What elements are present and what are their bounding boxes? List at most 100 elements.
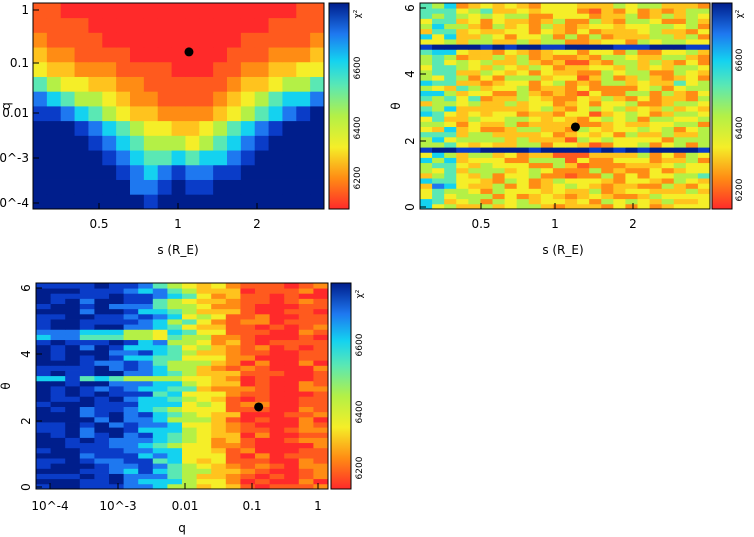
- heatmap-cell: [528, 44, 542, 50]
- heatmap-cell: [625, 69, 638, 76]
- heatmap-cell: [504, 147, 518, 153]
- heatmap-cell: [240, 375, 256, 382]
- heatmap-cell: [565, 188, 578, 194]
- heatmap-cell: [143, 17, 159, 33]
- heatmap-cell: [60, 91, 75, 107]
- heatmap-cell: [65, 349, 81, 356]
- heatmap-cell: [240, 32, 256, 48]
- colorbar-label: χ²: [735, 9, 745, 18]
- heatmap-cell: [284, 396, 300, 402]
- heatmap-cell: [673, 162, 687, 169]
- heatmap-cell: [102, 194, 117, 210]
- y-tick-label: 0: [403, 203, 417, 211]
- heatmap-cell: [94, 452, 110, 459]
- heatmap-cell: [60, 32, 75, 48]
- heatmap-cell: [36, 427, 51, 433]
- heatmap-cell: [673, 172, 687, 179]
- heatmap-cell: [649, 172, 663, 179]
- heatmap-cell: [504, 3, 518, 9]
- heatmap-cell: [492, 126, 505, 133]
- heatmap-cell: [254, 150, 269, 166]
- heatmap-cell: [94, 432, 110, 438]
- heatmap-cell: [313, 463, 329, 469]
- heatmap-cell: [673, 28, 687, 35]
- heatmap-cell: [625, 13, 638, 19]
- heatmap-cell: [65, 293, 81, 299]
- heatmap-cell: [240, 324, 256, 330]
- heatmap-cell: [182, 298, 197, 304]
- heatmap-cell: [697, 23, 711, 30]
- heatmap-cell: [211, 298, 227, 304]
- heatmap-cell: [211, 349, 227, 356]
- heatmap-cell: [697, 54, 711, 61]
- heatmap-cell: [182, 360, 197, 366]
- heatmap-cell: [504, 18, 518, 24]
- heatmap-cell: [504, 75, 518, 81]
- heatmap-cell: [468, 131, 481, 138]
- heatmap-cell: [420, 142, 433, 148]
- heatmap-cell: [492, 95, 505, 102]
- heatmap-cell: [138, 432, 154, 438]
- heatmap-cell: [313, 360, 329, 366]
- heatmap-cell: [50, 283, 66, 289]
- heatmap-cell: [152, 442, 168, 449]
- heatmap-cell: [240, 179, 256, 195]
- heatmap-cell: [36, 380, 51, 387]
- heatmap-cell: [254, 120, 269, 136]
- heatmap-cell: [625, 8, 638, 14]
- heatmap-cell: [420, 121, 433, 127]
- heatmap-cell: [565, 69, 578, 76]
- heatmap-cell: [240, 120, 256, 136]
- heatmap-cell: [552, 147, 566, 153]
- heatmap-cell: [613, 203, 626, 210]
- heatmap-cell: [36, 344, 51, 351]
- heatmap-cell: [565, 8, 578, 14]
- heatmap-cell: [589, 131, 602, 138]
- heatmap-cell: [673, 183, 687, 189]
- heatmap-cell: [589, 152, 602, 158]
- heatmap-cell: [432, 39, 445, 45]
- heatmap-cell: [313, 473, 329, 480]
- heatmap-cell: [540, 49, 554, 55]
- heatmap-cell: [282, 91, 297, 107]
- heatmap-cell: [94, 349, 110, 356]
- heatmap-cell: [284, 473, 300, 480]
- heatmap-cell: [528, 142, 542, 148]
- heatmap-cell: [225, 365, 241, 371]
- heatmap-cell: [589, 90, 602, 97]
- heatmap-cell: [94, 329, 110, 335]
- heatmap-cell: [196, 432, 212, 438]
- heatmap-cell: [589, 172, 602, 179]
- heatmap-cell: [577, 13, 590, 19]
- heatmap-cell: [167, 411, 183, 418]
- heatmap-cell: [182, 427, 197, 433]
- heatmap-cell: [65, 483, 81, 490]
- heatmap-cell: [552, 90, 566, 97]
- heatmap-cell: [255, 313, 270, 320]
- heatmap-cell: [79, 396, 95, 402]
- heatmap-cell: [673, 13, 687, 19]
- heatmap-cell: [167, 313, 183, 320]
- heatmap-cell: [310, 150, 325, 166]
- heatmap-cell: [60, 106, 75, 122]
- heatmap-cell: [504, 121, 518, 127]
- heatmap-cell: [79, 293, 95, 299]
- heatmap-cell: [673, 59, 687, 66]
- heatmap-cell: [211, 401, 227, 407]
- heatmap-cell: [456, 172, 469, 179]
- heatmap-cell: [138, 375, 154, 382]
- heatmap-cell: [284, 334, 300, 341]
- heatmap-cell: [456, 28, 469, 35]
- heatmap-cell: [552, 54, 566, 61]
- heatmap-cell: [480, 111, 493, 117]
- heatmap-cell: [468, 49, 481, 55]
- heatmap-cell: [79, 386, 95, 392]
- heatmap-cell: [540, 157, 554, 164]
- heatmap-cell: [516, 152, 530, 158]
- x-tick-label: 1: [174, 217, 182, 231]
- heatmap-cell: [444, 100, 457, 107]
- heatmap-cell: [516, 59, 530, 66]
- heatmap-cell: [649, 131, 663, 138]
- heatmap-cell: [254, 47, 269, 63]
- heatmap-cell: [152, 452, 168, 459]
